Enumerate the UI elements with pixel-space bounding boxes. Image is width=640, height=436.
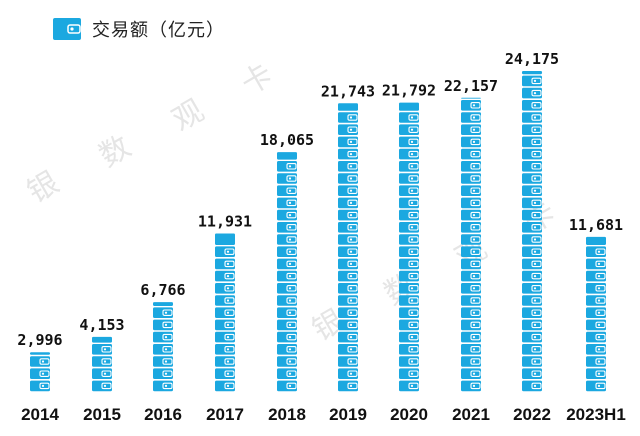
value-label: 11,681	[569, 216, 623, 234]
value-label: 24,175	[505, 50, 559, 68]
value-label: 2,996	[17, 331, 62, 349]
value-label: 22,157	[444, 77, 498, 95]
x-tick-label: 2019	[329, 405, 367, 424]
bars-group	[30, 70, 606, 392]
value-label: 4,153	[79, 316, 124, 334]
x-tick-label: 2018	[268, 405, 306, 424]
bar	[153, 302, 173, 392]
bar	[215, 233, 235, 392]
wallet-icon	[53, 18, 81, 40]
value-label: 21,792	[382, 82, 436, 100]
x-tick-label: 2017	[206, 405, 244, 424]
bar	[586, 236, 606, 392]
watermark-char: 数	[94, 129, 137, 174]
x-tick-label: 2020	[390, 405, 428, 424]
bar	[277, 152, 297, 392]
bar	[338, 103, 358, 392]
bar	[30, 352, 50, 392]
legend-label: 交易额（亿元）	[92, 20, 225, 41]
value-label: 6,766	[140, 281, 185, 299]
value-label: 18,065	[260, 131, 314, 149]
x-tick-label: 2016	[144, 405, 182, 424]
x-tick-label: 2014	[21, 405, 59, 424]
value-labels-group: 2,996 4,153 6,766 11,931 18,065 21,743 21,792 2…	[17, 50, 623, 349]
bar	[522, 70, 542, 392]
bar	[92, 336, 112, 392]
value-label: 11,931	[198, 213, 252, 231]
watermark-char: 观	[167, 93, 210, 138]
x-tick-label: 2015	[83, 405, 121, 424]
bar	[461, 97, 481, 392]
x-tick-label: 2022	[513, 405, 551, 424]
watermark-char: 银	[22, 165, 65, 210]
x-tick-label: 2023H1	[566, 405, 626, 424]
watermark-char: 卡	[236, 57, 279, 102]
x-axis: 2014 2015 2016 2017 2018 2019 2020 2021 2022 2023…	[21, 405, 626, 424]
value-label: 21,743	[321, 82, 375, 100]
x-tick-label: 2021	[452, 405, 490, 424]
bar	[399, 102, 419, 392]
chart-legend: 交易额（亿元）	[52, 14, 225, 44]
